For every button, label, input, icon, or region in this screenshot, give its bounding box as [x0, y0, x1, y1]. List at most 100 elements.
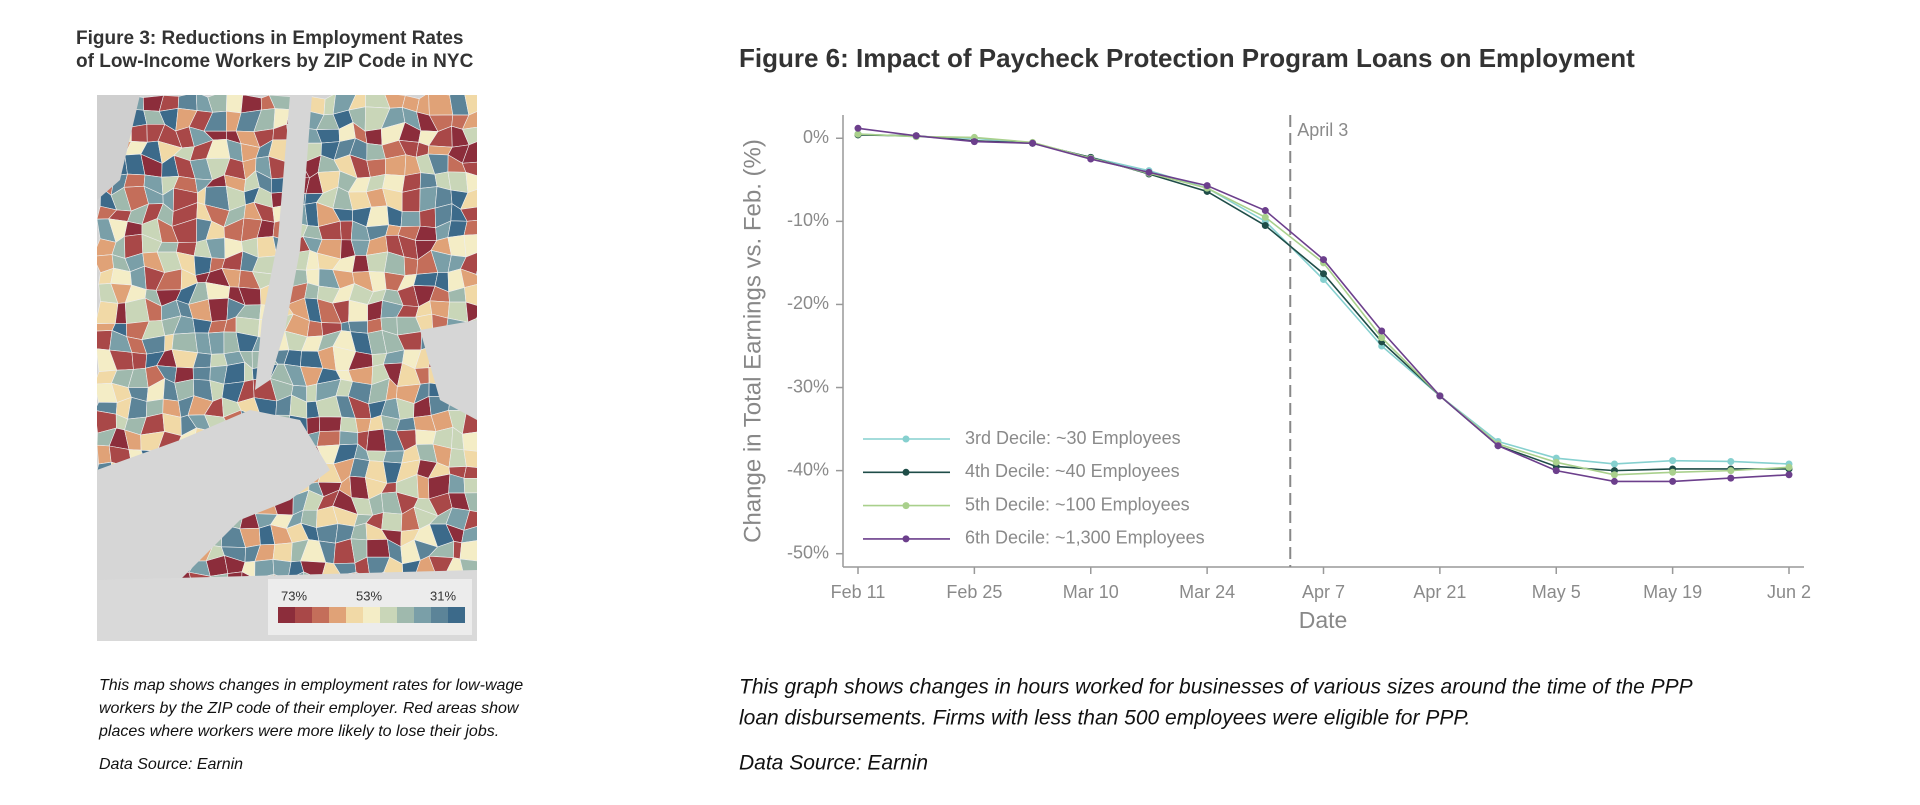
series-line — [857, 133, 1790, 476]
data-point — [1378, 327, 1386, 335]
map-region — [255, 653, 277, 674]
map-legend — [278, 607, 465, 623]
map-region — [469, 658, 483, 675]
chart-title: Figure 6: Impact of Paycheck Protection … — [739, 43, 1635, 73]
map-region — [482, 346, 501, 368]
map-region — [481, 493, 496, 516]
map-region — [369, 656, 385, 673]
map-region — [127, 650, 147, 675]
map-region — [484, 162, 497, 179]
data-point — [1087, 155, 1095, 163]
map-region — [462, 126, 477, 146]
land — [97, 95, 140, 200]
y-tick-label: -40% — [787, 459, 829, 479]
map-region — [131, 124, 148, 143]
data-point — [1610, 471, 1618, 479]
map-region — [477, 450, 493, 467]
map-caption: places where workers were more likely to… — [98, 723, 499, 740]
map-caption: This map shows changes in employment rat… — [99, 677, 523, 694]
map-region — [447, 171, 469, 193]
map-region — [428, 95, 454, 116]
data-point — [1552, 458, 1560, 466]
map-region — [464, 95, 477, 116]
map-legend-swatch — [414, 607, 431, 623]
x-tick-label: Feb 25 — [946, 582, 1002, 602]
map-region — [475, 273, 477, 276]
map-region — [97, 655, 115, 673]
map-region — [192, 366, 211, 381]
legend-label: 4th Decile: ~40 Employees — [965, 461, 1180, 481]
data-point — [1320, 270, 1327, 278]
data-point — [1727, 467, 1735, 475]
map-region — [479, 637, 500, 658]
map-region — [144, 642, 165, 658]
map-region — [479, 608, 496, 627]
map-region — [461, 141, 477, 164]
map-region — [477, 466, 499, 478]
map-legend-swatch — [363, 607, 380, 623]
river — [255, 95, 312, 390]
map-region — [366, 539, 391, 558]
map-legend-swatch — [397, 607, 414, 623]
map-region — [382, 450, 405, 464]
map-legend-label: 73% — [281, 588, 307, 603]
map-region — [211, 652, 226, 675]
map-region — [413, 272, 439, 287]
map-region — [460, 268, 477, 288]
bay — [420, 320, 477, 420]
data-point — [1669, 468, 1677, 476]
legend-marker — [902, 502, 910, 510]
x-tick-label: May 5 — [1532, 582, 1581, 602]
y-tick-label: -10% — [787, 210, 829, 230]
map-region — [111, 658, 131, 674]
map-region — [400, 211, 421, 227]
map-region — [462, 642, 480, 660]
map-region — [476, 586, 477, 587]
y-tick-label: -50% — [787, 542, 829, 562]
data-point — [1320, 256, 1327, 264]
legend-label: 6th Decile: ~1,300 Employees — [965, 528, 1205, 548]
data-point — [1610, 460, 1618, 468]
series-line — [857, 134, 1789, 472]
map-region — [478, 235, 500, 260]
map-region — [318, 416, 342, 432]
map-region — [226, 95, 244, 114]
map-title: Figure 3: Reductions in Employment Rates — [76, 28, 463, 49]
map-region — [485, 126, 500, 144]
map-region — [339, 430, 359, 446]
map-region — [308, 656, 325, 668]
chart-caption: loan disbursements. Firms with less than… — [739, 707, 1470, 730]
map-region — [144, 650, 164, 675]
map-region — [332, 656, 354, 671]
map-region — [476, 378, 477, 387]
map-legend-swatch — [312, 607, 329, 623]
map-region — [478, 554, 498, 578]
map-region — [464, 284, 477, 306]
map-region — [484, 138, 500, 162]
map-title: of Low-Income Workers by ZIP Code in NYC — [76, 51, 474, 72]
data-point — [1029, 139, 1037, 147]
map-region — [222, 652, 244, 675]
map-legend-label: 31% — [430, 588, 456, 603]
harbor — [97, 410, 330, 620]
map-region — [479, 620, 497, 642]
map-region — [476, 318, 477, 321]
map-region — [286, 655, 310, 673]
map-region — [476, 586, 477, 588]
map-region — [208, 331, 225, 355]
map-region — [350, 656, 372, 670]
x-tick-label: Feb 11 — [831, 582, 886, 602]
map-region — [97, 330, 113, 351]
map-region — [460, 189, 477, 210]
data-point — [1436, 392, 1444, 400]
data-point — [1669, 457, 1677, 465]
map-region — [163, 654, 176, 675]
map-region — [348, 320, 368, 334]
map-region — [366, 450, 387, 462]
map-region — [267, 639, 277, 641]
x-tick-label: May 19 — [1643, 582, 1702, 602]
map-region — [124, 221, 143, 237]
map-region — [478, 402, 496, 411]
